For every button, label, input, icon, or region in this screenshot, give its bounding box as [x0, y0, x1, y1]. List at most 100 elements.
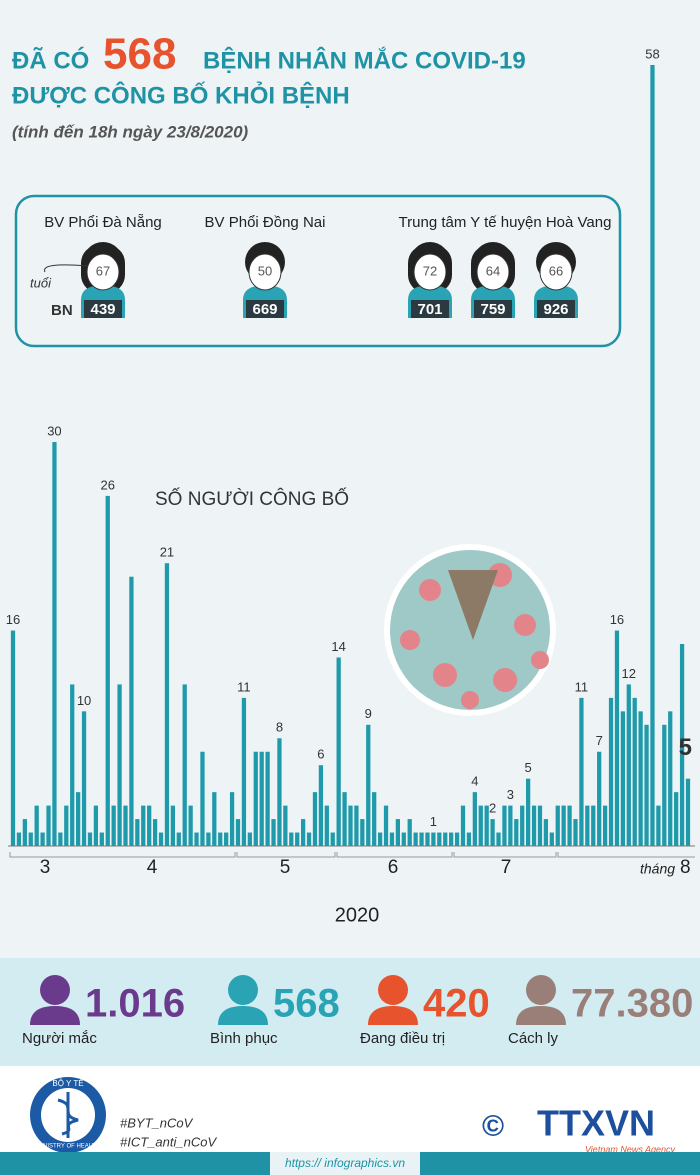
bn-badge: [84, 300, 122, 318]
ministry-logo: BỘ Y TẾ MINISTRY OF HEALTH: [30, 1077, 106, 1153]
bar: [253, 751, 258, 846]
bar: [52, 442, 57, 846]
title-number: 568: [103, 30, 176, 79]
bar: [283, 805, 288, 846]
agency-en: Vietnam News Agency: [585, 1144, 676, 1154]
bar: [182, 684, 187, 846]
bar: [259, 751, 264, 846]
bar: [360, 819, 365, 846]
bar: [679, 644, 685, 846]
bar: [632, 697, 637, 846]
bn-badge: [474, 300, 512, 318]
month-label: 6: [388, 857, 399, 878]
bar: [674, 792, 679, 846]
url-box: [270, 1152, 420, 1175]
bar: [40, 832, 45, 846]
bar: [123, 805, 128, 846]
bar: [16, 832, 22, 846]
bar: [229, 792, 235, 846]
value-label: 5: [525, 760, 532, 775]
bar: [449, 832, 454, 846]
bar: [99, 832, 104, 846]
bar: [141, 805, 146, 846]
age: 72: [423, 263, 437, 278]
bar: [531, 805, 537, 846]
stat-label: Người mắc: [22, 1030, 97, 1047]
value-label: 4: [471, 774, 478, 789]
bar: [460, 805, 466, 846]
chart-title: SỐ NGƯỜI CÔNG BỐ: [155, 488, 349, 510]
bar-chart: SỐ NGƯỜI CÔNG BỐ 16301026211186149142351…: [6, 46, 695, 926]
stat-label: Cách ly: [508, 1030, 559, 1047]
bar: [295, 832, 300, 846]
bar: [549, 832, 554, 846]
agency: TTXVN: [537, 1103, 655, 1144]
bar: [395, 819, 400, 846]
title-prefix: ĐÃ CÓ: [12, 46, 89, 74]
value-label: 2: [489, 801, 496, 816]
bar: [561, 805, 566, 846]
age-arrow: [44, 264, 89, 273]
bar: [147, 805, 152, 846]
value-label: 1: [430, 814, 437, 829]
value-label: 11: [575, 679, 589, 694]
face: [476, 253, 510, 291]
bar: [543, 819, 549, 846]
age: 64: [486, 263, 500, 278]
bar: [206, 832, 211, 846]
bar: [93, 805, 99, 846]
stat-value: 77.380: [571, 982, 693, 1026]
title-suffix: BỆNH NHÂN MẮC COVID-19: [203, 46, 526, 74]
stat-value: 568: [273, 982, 340, 1026]
ministry-vn: BỘ Y TẾ: [52, 1078, 83, 1088]
bar: [508, 805, 513, 846]
bar: [58, 832, 63, 846]
patients: BV Phổi Đà Nẵng 67 439 BV Phổi Đồng Nai 50 66…: [30, 214, 611, 319]
bar: [64, 805, 69, 846]
value-label: 16: [6, 612, 20, 627]
bar: [87, 832, 93, 846]
bar: [70, 684, 75, 846]
age: 66: [549, 263, 563, 278]
bar: [22, 819, 27, 846]
bar: [152, 819, 158, 846]
age-label: tuổi: [30, 275, 52, 290]
bar: [111, 805, 116, 846]
stat-icon-body: [368, 1006, 418, 1025]
bar: [650, 65, 655, 846]
bar: [170, 805, 175, 846]
value-label: 30: [47, 423, 61, 438]
title-line2: ĐƯỢC CÔNG BỐ KHỎI BỆNH: [12, 80, 350, 109]
stat-value: 420: [423, 982, 490, 1026]
bar: [330, 832, 335, 846]
bar: [200, 751, 205, 846]
bar: [176, 832, 181, 846]
value-label: 21: [160, 545, 174, 560]
bar: [312, 792, 318, 846]
bar: [597, 751, 602, 846]
bar: [235, 819, 241, 846]
value-label: 6: [317, 747, 324, 762]
bar: [514, 819, 519, 846]
bar: [443, 832, 448, 846]
bar: [342, 792, 347, 846]
copyright: ©: [482, 1110, 504, 1143]
value-label: 11: [237, 679, 251, 694]
patients-panel: [14, 194, 622, 348]
hospital-name: Trung tâm Y tế huyện Hoà Vang: [399, 214, 612, 231]
bar: [247, 832, 252, 846]
bar: [437, 832, 442, 846]
bar: [129, 576, 134, 846]
month-label: 5: [280, 857, 291, 878]
stat-icon-head: [526, 975, 556, 1005]
year-label: 2020: [335, 904, 380, 926]
month-label: 4: [147, 857, 158, 878]
bar: [164, 563, 170, 846]
value-label: 12: [622, 666, 636, 681]
value-label: 16: [610, 612, 624, 627]
bar: [685, 778, 691, 846]
bn-number: 759: [480, 301, 505, 318]
bn-label: BN: [51, 302, 73, 319]
bn-number: 439: [90, 301, 115, 318]
